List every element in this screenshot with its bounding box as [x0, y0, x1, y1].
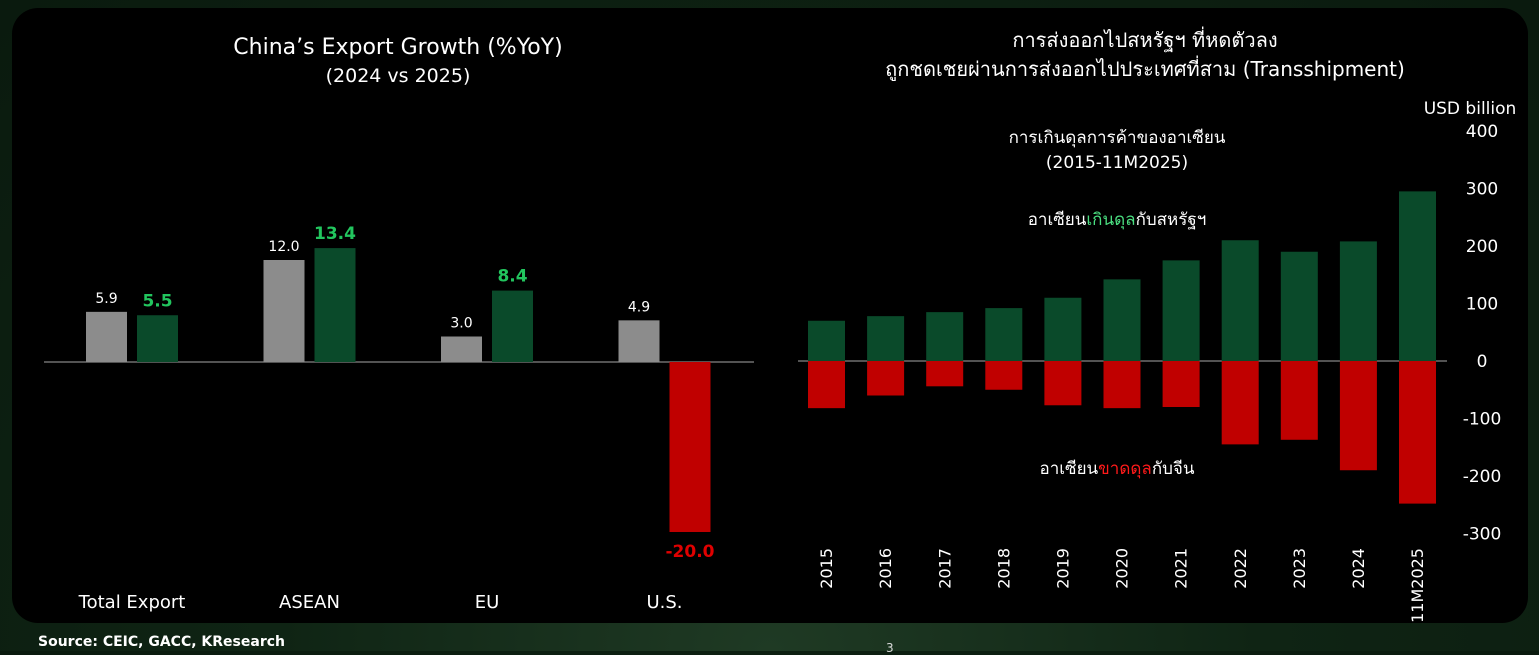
bar-deficit-china-2023: [1280, 361, 1318, 440]
bar-deficit-china-11M2025: [1399, 361, 1436, 504]
series-annotation-surplus: อาเซียนเกินดุลกับสหรัฐฯ: [1028, 210, 1207, 230]
annotation-part: เกินดุล: [1086, 210, 1135, 230]
data-label: 3.0: [450, 316, 472, 332]
bar-2024-asean: [263, 260, 305, 362]
inner-subtitle: (2015-11M2025): [1046, 153, 1188, 173]
bar-deficit-china-2017: [926, 361, 964, 387]
y-tick-label: -300: [1463, 525, 1502, 545]
data-label: 8.4: [497, 267, 527, 287]
data-label: 5.9: [95, 291, 117, 307]
x-tick-label: 2021: [1172, 548, 1191, 589]
annotation-part: กับสหรัฐฯ: [1136, 210, 1207, 230]
bar-surplus-us-2017: [926, 312, 964, 361]
bar-surplus-us-2015: [808, 320, 845, 361]
bar-surplus-us-11M2025: [1399, 191, 1436, 361]
left-chart-subtitle: (2024 vs 2025): [326, 65, 471, 87]
data-label: 13.4: [314, 224, 356, 244]
bar-2025-asean: [314, 248, 356, 362]
bar-2025-eu: [492, 290, 533, 362]
category-label: U.S.: [646, 592, 682, 613]
left-chart-title: China’s Export Growth (%YoY): [233, 35, 562, 60]
data-label: 4.9: [628, 299, 650, 315]
bar-surplus-us-2024: [1339, 241, 1377, 361]
bar-2024-us: [618, 320, 660, 362]
bar-surplus-us-2018: [985, 308, 1023, 361]
bar-deficit-china-2016: [867, 361, 905, 396]
y-tick-label: 0: [1477, 352, 1488, 372]
data-label: 5.5: [142, 291, 172, 311]
annotation-part: อาเซียน: [1039, 459, 1098, 479]
bar-2024-eu: [441, 336, 482, 362]
x-tick-label: 2016: [876, 548, 895, 589]
bar-2025-totalexport: [137, 315, 178, 362]
bar-surplus-us-2021: [1162, 260, 1200, 361]
bar-deficit-china-2020: [1103, 361, 1141, 409]
x-tick-label: 2018: [994, 548, 1013, 589]
annotation-part: ขาดดุล: [1098, 459, 1152, 479]
bar-deficit-china-2021: [1162, 361, 1200, 407]
category-label: ASEAN: [279, 592, 340, 613]
series-annotation-deficit: อาเซียนขาดดุลกับจีน: [1039, 459, 1194, 479]
bar-surplus-us-2020: [1103, 279, 1141, 361]
bar-surplus-us-2022: [1221, 240, 1259, 361]
y-tick-label: 200: [1466, 237, 1498, 257]
data-label: 12.0: [268, 239, 299, 255]
y-tick-label: 400: [1466, 122, 1498, 142]
x-tick-label: 2015: [817, 548, 836, 589]
bar-deficit-china-2018: [985, 361, 1023, 390]
page-number: 3: [886, 641, 894, 655]
y-tick-label: 100: [1466, 295, 1498, 315]
x-tick-label: 2024: [1349, 548, 1368, 589]
bar-2024-totalexport: [86, 311, 127, 362]
bar-deficit-china-2024: [1339, 361, 1377, 471]
bar-surplus-us-2016: [867, 316, 905, 361]
category-label: Total Export: [78, 592, 186, 613]
bar-deficit-china-2015: [808, 361, 845, 409]
x-tick-label: 2023: [1290, 548, 1309, 589]
category-label: EU: [475, 592, 500, 613]
bar-surplus-us-2019: [1044, 297, 1082, 361]
annotation-part: กับจีน: [1152, 459, 1195, 479]
y-tick-label: -200: [1463, 467, 1502, 487]
bar-2025-us: [669, 362, 711, 532]
inner-title: การเกินดุลการค้าของอาเซียน: [1009, 128, 1226, 148]
right-chart-title: การส่งออกไปสหรัฐฯ ที่หดตัวลง: [1012, 26, 1277, 52]
x-tick-label: 2022: [1231, 548, 1250, 589]
bar-deficit-china-2022: [1221, 361, 1259, 445]
data-label: -20.0: [666, 542, 715, 562]
y-tick-label: -100: [1463, 410, 1502, 430]
bar-deficit-china-2019: [1044, 361, 1082, 406]
annotation-part: อาเซียน: [1028, 210, 1087, 230]
bar-surplus-us-2023: [1280, 251, 1318, 361]
x-tick-label: 11M2025: [1408, 548, 1427, 623]
y-tick-label: 300: [1466, 180, 1498, 200]
x-tick-label: 2017: [935, 548, 954, 589]
x-tick-label: 2019: [1054, 548, 1073, 589]
source-note: Source: CEIC, GACC, KResearch: [38, 634, 285, 650]
x-tick-label: 2020: [1113, 548, 1132, 589]
right-chart-subtitle: ถูกชดเชยผ่านการส่งออกไปประเทศที่สาม (Tra…: [885, 55, 1405, 82]
y-axis-label: USD billion: [1424, 99, 1517, 119]
